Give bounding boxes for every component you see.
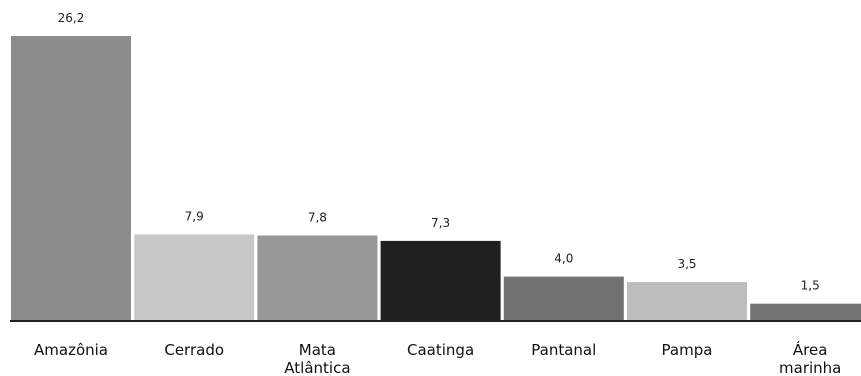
category-label-3: Caatinga [407, 341, 474, 359]
bar-0 [11, 36, 131, 320]
value-label-3: 7,3 [431, 216, 450, 230]
category-label-line: Área [793, 340, 828, 359]
category-label-2: Mata Atlântica [284, 341, 350, 376]
value-labels-group: 26,2 7,9 7,8 7,3 4,0 3,5 1,5 [58, 11, 820, 293]
category-label-line: Pampa [662, 341, 713, 359]
bar-1 [134, 234, 255, 320]
bar-2 [257, 235, 378, 320]
value-label-5: 3,5 [677, 257, 696, 271]
category-label-line: Cerrado [164, 341, 224, 359]
category-label-line: Atlântica [284, 359, 350, 376]
category-label-6: Área marinha [779, 340, 841, 376]
category-label-0: Amazônia [34, 341, 108, 359]
category-label-line: Amazônia [34, 341, 108, 359]
value-label-6: 1,5 [801, 279, 820, 293]
bar-3 [380, 240, 501, 320]
category-label-line: Caatinga [407, 341, 474, 359]
category-label-5: Pampa [662, 341, 713, 359]
bar-5 [627, 282, 747, 320]
category-label-line: Pantanal [531, 341, 596, 359]
value-label-4: 4,0 [554, 252, 573, 266]
value-label-2: 7,8 [308, 211, 327, 225]
category-label-4: Pantanal [531, 341, 596, 359]
category-label-line: Mata [299, 341, 336, 359]
category-label-line: marinha [779, 359, 841, 376]
bars-group [11, 36, 861, 320]
bar-6 [750, 303, 861, 320]
bar-4 [503, 276, 624, 320]
value-label-0: 26,2 [58, 11, 85, 25]
category-labels-group: Amazônia Cerrado Mata Atlântica Caatinga Pant… [34, 340, 841, 376]
value-label-1: 7,9 [185, 209, 204, 223]
category-label-1: Cerrado [164, 341, 224, 359]
